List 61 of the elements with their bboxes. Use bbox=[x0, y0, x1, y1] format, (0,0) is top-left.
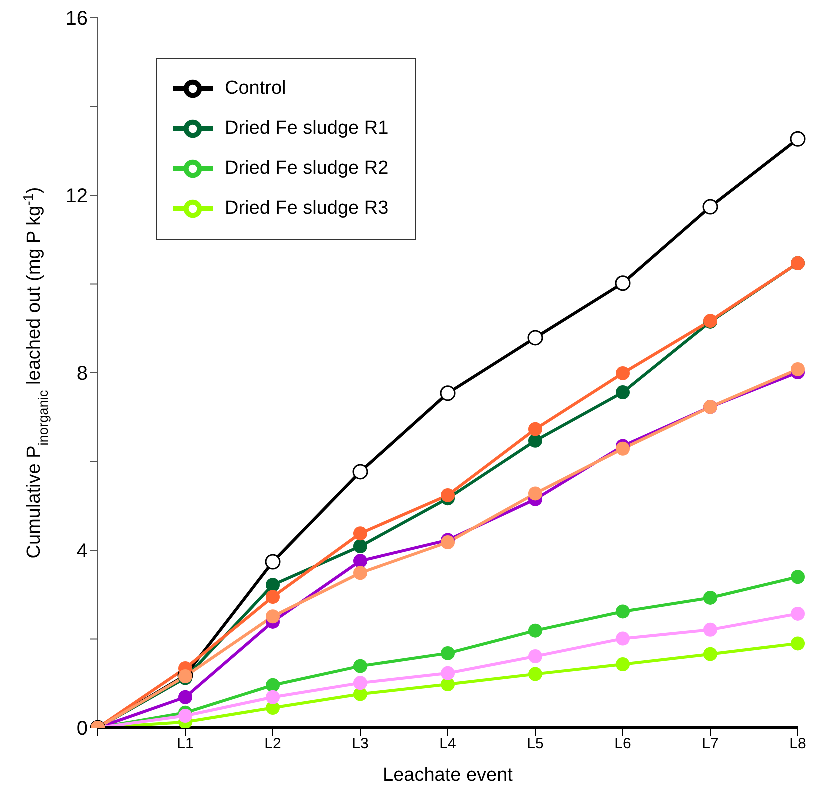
point bbox=[616, 442, 630, 456]
point bbox=[616, 386, 630, 400]
point bbox=[441, 536, 455, 550]
point bbox=[528, 330, 544, 346]
legend-label: Dried Fe sludge R2 bbox=[225, 158, 389, 180]
point bbox=[704, 590, 718, 605]
point bbox=[352, 464, 368, 480]
x-tick-label: L4 bbox=[440, 736, 456, 753]
point bbox=[704, 647, 718, 662]
legend-label: Dried Fe sludge R3 bbox=[225, 198, 389, 220]
x-tick-label: L6 bbox=[614, 736, 632, 753]
point bbox=[441, 488, 455, 502]
point bbox=[354, 676, 368, 690]
x-tick-label: L7 bbox=[702, 736, 719, 753]
point bbox=[528, 486, 542, 501]
point bbox=[265, 554, 281, 570]
point bbox=[266, 578, 280, 592]
point bbox=[266, 590, 280, 604]
point bbox=[354, 554, 368, 568]
y-tick-label: 8 bbox=[76, 363, 88, 386]
point bbox=[616, 658, 630, 672]
y-tick-label: 12 bbox=[66, 186, 88, 208]
point bbox=[528, 624, 542, 638]
point bbox=[616, 366, 630, 380]
point bbox=[616, 632, 630, 646]
point bbox=[616, 604, 630, 619]
point bbox=[528, 650, 542, 664]
point bbox=[354, 659, 368, 674]
point bbox=[615, 276, 631, 292]
point bbox=[266, 610, 280, 624]
point bbox=[704, 622, 718, 637]
point bbox=[702, 199, 718, 215]
y-tick-label: 4 bbox=[76, 540, 88, 563]
point bbox=[528, 422, 542, 436]
point bbox=[441, 646, 455, 660]
x-tick-label: L3 bbox=[352, 736, 369, 753]
point bbox=[266, 690, 280, 704]
point bbox=[790, 131, 806, 147]
x-tick-label: L5 bbox=[527, 736, 544, 753]
x-tick-label: L8 bbox=[790, 736, 806, 753]
point bbox=[178, 690, 192, 704]
x-axis-title: Leachate event bbox=[383, 765, 514, 786]
point bbox=[791, 636, 805, 651]
x-tick-label: L2 bbox=[264, 736, 282, 753]
point bbox=[440, 386, 456, 402]
point bbox=[791, 570, 805, 584]
point bbox=[791, 606, 805, 621]
point bbox=[441, 666, 455, 680]
point bbox=[354, 566, 368, 580]
legend-label: Control bbox=[225, 78, 286, 100]
x-tick-label: L1 bbox=[177, 736, 194, 753]
y-tick-label: 0 bbox=[76, 718, 88, 740]
y-tick-label: 16 bbox=[66, 8, 88, 30]
point bbox=[354, 526, 368, 541]
point bbox=[178, 709, 192, 724]
point bbox=[354, 540, 368, 554]
point bbox=[528, 434, 542, 448]
legend-label: Dried Fe sludge R1 bbox=[225, 118, 389, 140]
point bbox=[791, 362, 805, 376]
point bbox=[528, 667, 542, 682]
point bbox=[266, 678, 280, 692]
